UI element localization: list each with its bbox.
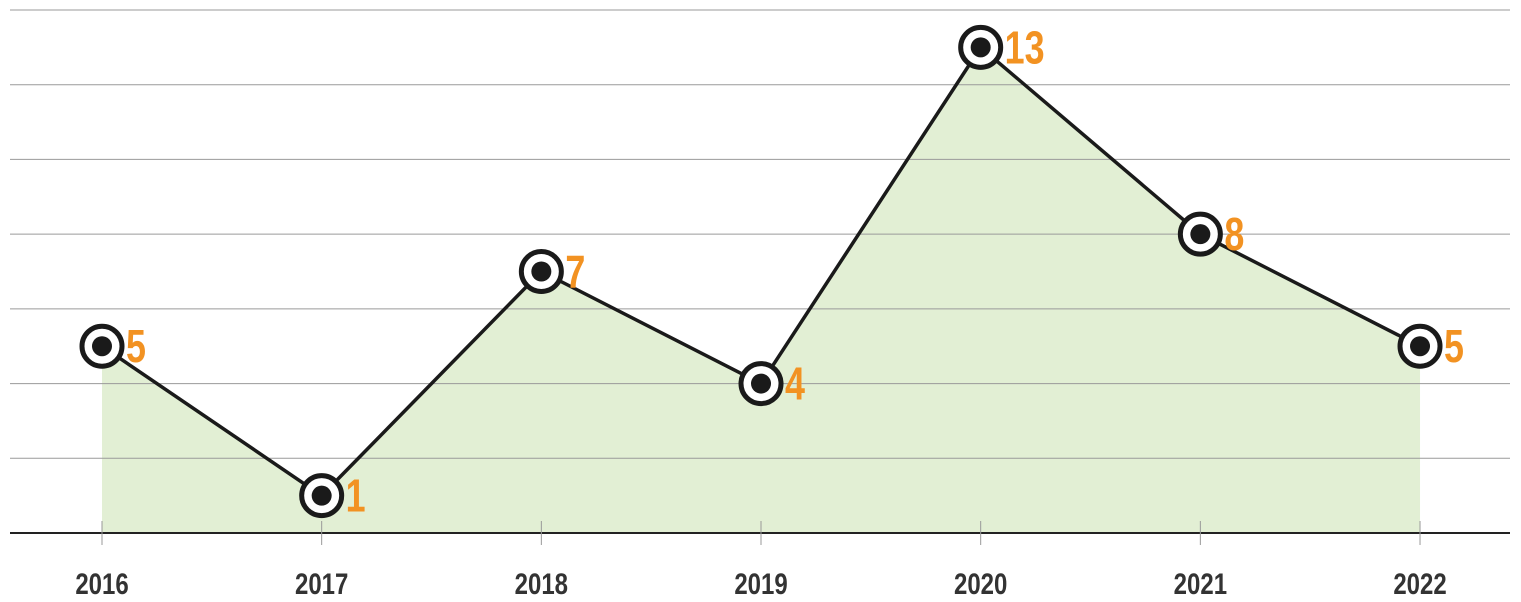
- marker-dot: [531, 261, 552, 282]
- x-tick-label: 2020: [954, 566, 1007, 600]
- marker-dot: [970, 37, 991, 58]
- x-tick-label: 2016: [75, 566, 128, 600]
- marker-dot: [751, 373, 772, 394]
- value-label: 5: [126, 321, 146, 372]
- value-label: 13: [1005, 22, 1045, 73]
- value-label: 5: [1444, 321, 1464, 372]
- x-tick-label: 2019: [734, 566, 787, 600]
- value-label: 4: [785, 358, 805, 409]
- marker-dot: [311, 485, 332, 506]
- x-tick-label: 2017: [295, 566, 348, 600]
- x-tick-label: 2021: [1174, 566, 1227, 600]
- value-label: 1: [346, 470, 366, 521]
- x-tick-label: 2018: [515, 566, 568, 600]
- value-label: 8: [1224, 209, 1244, 260]
- value-label: 7: [565, 246, 585, 297]
- marker-dot: [1190, 224, 1211, 245]
- marker-dot: [1410, 336, 1431, 357]
- marker-dot: [92, 336, 112, 357]
- x-tick-label: 2022: [1393, 566, 1446, 600]
- area-fill: [102, 47, 1421, 533]
